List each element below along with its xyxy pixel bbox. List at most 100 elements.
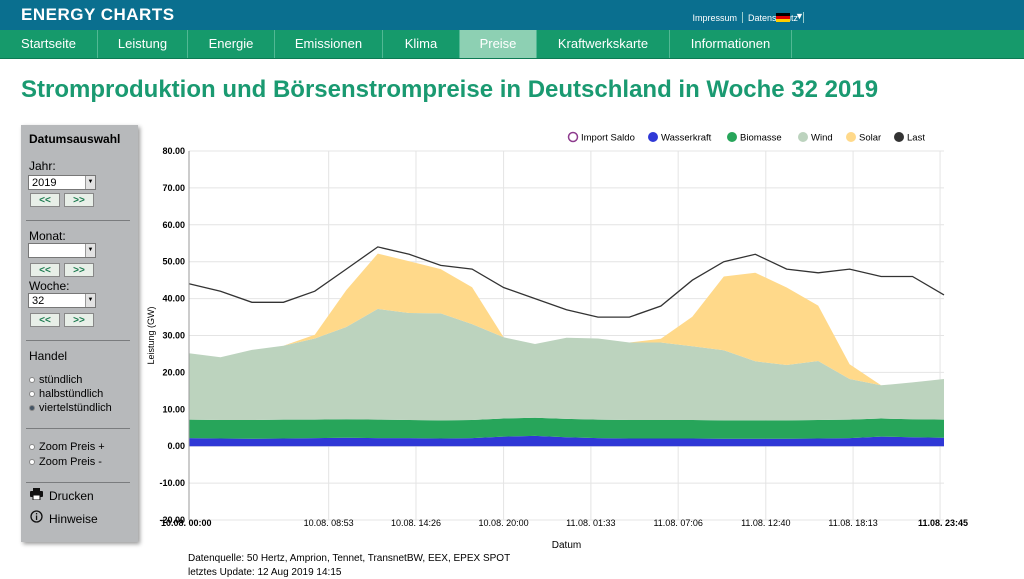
x-tick-label: 10.08. 08:53: [304, 518, 354, 528]
radio-halbstuendlich[interactable]: halbstündlich: [29, 388, 103, 400]
last-update-text: letztes Update: 12 Aug 2019 14:15: [188, 567, 342, 578]
hints-label: Hinweise: [49, 512, 98, 526]
radio-dot: [29, 459, 35, 466]
zoom-in-option[interactable]: Zoom Preis +: [29, 441, 105, 453]
radio-viertelstuendlich[interactable]: viertelstündlich: [29, 402, 112, 414]
legend-label: Biomasse: [740, 133, 782, 144]
tab-leistung[interactable]: Leistung: [98, 30, 188, 58]
chevron-down-icon: ▼: [85, 294, 95, 307]
y-tick-label: 0.00: [167, 441, 185, 451]
radio-stuendlich[interactable]: stündlich: [29, 374, 82, 386]
y-tick-label: 50.00: [162, 257, 185, 267]
area-biomasse: [189, 417, 944, 439]
tab-emissionen[interactable]: Emissionen: [275, 30, 383, 58]
tab-klima[interactable]: Klima: [383, 30, 460, 58]
zoom-out-label: Zoom Preis -: [39, 456, 102, 468]
hints-button[interactable]: Hinweise: [29, 510, 98, 526]
legend-marker: [648, 132, 658, 142]
language-chevron-down-icon[interactable]: ▼: [795, 11, 804, 21]
legend-label: Last: [907, 133, 925, 144]
tab-kraftwerkskarte[interactable]: Kraftwerkskarte: [537, 30, 670, 58]
date-selection-panel: Datumsauswahl Jahr: 2019 ▼ << >> Monat: ▼…: [21, 125, 138, 542]
german-flag-icon[interactable]: [776, 13, 790, 22]
divider: [26, 340, 130, 341]
x-axis-title: Datum: [552, 540, 581, 551]
print-button[interactable]: Drucken: [29, 488, 94, 503]
tab-preise[interactable]: Preise: [460, 30, 537, 58]
brand-logo[interactable]: ENERGY CHARTS: [21, 5, 175, 24]
handel-label: Handel: [29, 349, 68, 363]
tab-energie[interactable]: Energie: [188, 30, 275, 58]
year-next-button[interactable]: >>: [64, 193, 94, 207]
x-tick-label: 11.08. 12:40: [741, 518, 790, 528]
divider: [26, 428, 130, 429]
month-select[interactable]: ▼: [28, 243, 96, 258]
data-source-text: Datenquelle: 50 Hertz, Amprion, Tennet, …: [188, 553, 511, 564]
legend-label: Solar: [859, 133, 881, 144]
x-tick-label: 11.08. 01:33: [566, 518, 615, 528]
line-last: [188, 246, 945, 318]
week-prev-button[interactable]: <<: [30, 313, 60, 327]
zoom-out-option[interactable]: Zoom Preis -: [29, 456, 102, 468]
radio-dot-selected: [29, 405, 35, 412]
x-tick-label: 11.08. 07:06: [653, 518, 702, 528]
y-tick-label: 20.00: [162, 367, 185, 377]
y-tick-label: 10.00: [162, 404, 185, 414]
month-prev-button[interactable]: <<: [30, 263, 60, 277]
y-tick-label: 60.00: [162, 220, 185, 230]
y-tick-label: 70.00: [162, 183, 185, 193]
tab-informationen[interactable]: Informationen: [670, 30, 792, 58]
month-next-button[interactable]: >>: [64, 263, 94, 277]
top-bar: ENERGY CHARTS Impressum Datenschutz ▼: [0, 0, 1024, 30]
divider: [26, 482, 130, 483]
chevron-down-icon: ▼: [85, 244, 95, 257]
area-wasserkraft: [189, 435, 944, 447]
y-tick-label: 30.00: [162, 331, 185, 341]
year-prev-button[interactable]: <<: [30, 193, 60, 207]
week-label: Woche:: [29, 279, 70, 293]
info-icon: [29, 510, 43, 526]
impressum-link[interactable]: Impressum: [692, 12, 737, 23]
legend-marker: [846, 132, 856, 142]
page-title: Stromproduktion und Börsenstrompreise in…: [21, 76, 879, 103]
legend-label: Import Saldo: [581, 133, 635, 144]
y-tick-label: -10.00: [159, 478, 185, 488]
radio-label: halbstündlich: [39, 388, 104, 400]
radio-label: viertelstündlich: [39, 402, 112, 414]
main-nav: Startseite Leistung Energie Emissionen K…: [0, 30, 1024, 59]
power-chart: 80.00 70.00 60.00 50.00 40.00 30.00 20.00 10.00…: [146, 131, 968, 551]
legend-marker: [798, 132, 808, 142]
y-tick-label: 40.00: [162, 294, 185, 304]
tab-startseite[interactable]: Startseite: [0, 30, 98, 58]
datenschutz-link[interactable]: Datenschutz: [747, 12, 798, 23]
zoom-in-label: Zoom Preis +: [39, 441, 105, 453]
x-tick-label: 10.08. 00:00: [161, 518, 212, 528]
year-value: 2019: [32, 177, 57, 189]
printer-icon: [29, 488, 43, 503]
x-tick-label: 11.08. 18:13: [828, 518, 877, 528]
print-label: Drucken: [49, 489, 94, 503]
divider: [803, 12, 804, 23]
area-wind: [189, 308, 944, 421]
week-next-button[interactable]: >>: [64, 313, 94, 327]
radio-dot: [29, 391, 35, 398]
divider: [26, 220, 130, 221]
y-tick-label: 80.00: [162, 146, 185, 156]
week-select[interactable]: 32 ▼: [28, 293, 96, 308]
legend-label: Wind: [811, 133, 833, 144]
x-tick-label: 11.08. 23:45: [918, 518, 968, 528]
legend-marker: [894, 132, 904, 142]
week-value: 32: [32, 295, 45, 307]
radio-dot: [29, 377, 35, 384]
y-axis-title: Leistung (GW): [146, 306, 156, 364]
top-links: Impressum Datenschutz: [687, 12, 804, 23]
panel-heading: Datumsauswahl: [29, 132, 121, 146]
radio-label: stündlich: [39, 374, 83, 386]
legend-marker: [567, 131, 579, 143]
year-select[interactable]: 2019 ▼: [28, 175, 96, 190]
legend-marker: [727, 132, 737, 142]
legend-label: Wasserkraft: [661, 133, 712, 144]
radio-dot: [29, 444, 35, 451]
chevron-down-icon: ▼: [85, 176, 95, 189]
y-tick-label: -20.00: [159, 515, 185, 525]
